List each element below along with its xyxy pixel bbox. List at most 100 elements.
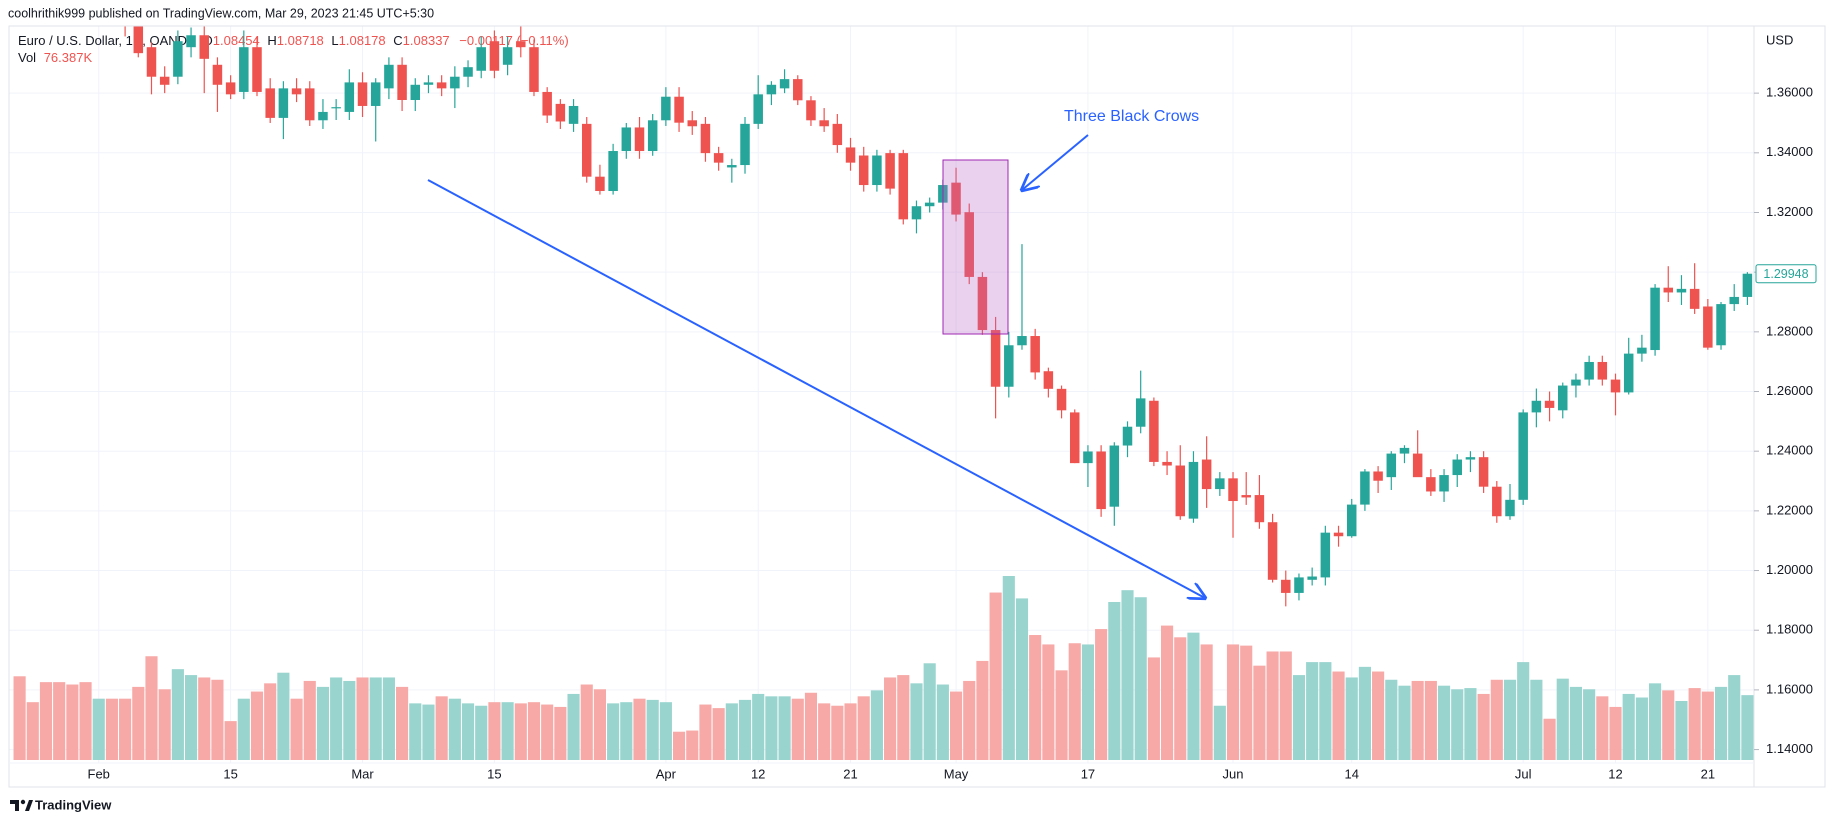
volume-bar xyxy=(1741,695,1754,760)
volume-bar xyxy=(1714,686,1728,760)
volume-bar xyxy=(646,699,659,760)
legend-l: L xyxy=(331,33,338,48)
candle-body xyxy=(766,84,777,95)
volume-bar xyxy=(184,675,198,760)
volume-bar xyxy=(330,677,343,760)
callout-arrow xyxy=(1022,134,1089,190)
volume-bar xyxy=(897,675,910,760)
volume-bar xyxy=(250,691,264,760)
volume-bar xyxy=(1437,685,1451,760)
volume-bar xyxy=(382,677,395,760)
candle-body xyxy=(1650,287,1660,351)
volume-bar xyxy=(1609,706,1622,760)
volume-bar xyxy=(857,696,870,760)
y-tick-label: 1.28000 xyxy=(1766,323,1813,338)
volume-bar xyxy=(369,677,382,760)
volume-bar xyxy=(53,682,66,760)
x-tick-label: Jul xyxy=(1515,766,1532,781)
candle-body xyxy=(845,147,856,163)
volume-bar xyxy=(659,702,672,760)
legend-c: C xyxy=(393,33,402,48)
volume-bar xyxy=(132,686,145,760)
annotation: Three Black Crows xyxy=(1064,108,1199,125)
legend-l-value: 1.08178 xyxy=(339,33,386,48)
volume-bar xyxy=(1266,651,1279,760)
candle-body xyxy=(1083,451,1093,464)
y-tick-label: 1.36000 xyxy=(1766,85,1813,100)
volume-bar xyxy=(1108,601,1121,760)
candle-body xyxy=(1531,400,1542,413)
footer-logo xyxy=(10,799,33,811)
volume-bar xyxy=(145,656,158,760)
candle-body xyxy=(1109,445,1120,507)
volume-bar xyxy=(778,696,791,760)
candle-body xyxy=(410,84,421,100)
volume-bar xyxy=(1635,697,1648,760)
candle-body xyxy=(568,105,579,124)
candle-body xyxy=(674,96,684,123)
volume-bar xyxy=(514,703,527,760)
axes: 1.14000 1.16000 1.18000 1.20000 1.22000 1.240… xyxy=(88,85,1817,781)
volume-bar xyxy=(976,660,989,760)
candle-body xyxy=(423,82,434,85)
candle-body xyxy=(661,96,671,121)
candle-body xyxy=(1558,385,1568,411)
candle-body xyxy=(305,88,315,121)
volume-bar xyxy=(396,686,409,760)
volume-legend-value: 76.387K xyxy=(44,50,93,65)
volume-bar xyxy=(1596,696,1609,760)
candle-body xyxy=(647,120,658,152)
volume-bar xyxy=(343,680,356,760)
volume-bar xyxy=(699,704,712,760)
y-tick-label: 1.32000 xyxy=(1766,204,1813,219)
volume-bar xyxy=(119,698,132,760)
candle-body xyxy=(1228,478,1238,502)
volume-bar xyxy=(92,698,105,760)
volume-bar xyxy=(672,731,686,760)
volume-bar xyxy=(1015,598,1029,760)
volume-bar xyxy=(541,704,554,760)
volume-bar xyxy=(1530,679,1543,760)
volume-bar xyxy=(1464,688,1477,760)
volume-bar xyxy=(13,676,26,760)
candle-body xyxy=(634,127,645,152)
volume-bar xyxy=(290,698,303,760)
x-tick-label: 21 xyxy=(1701,766,1715,781)
volume-bar xyxy=(211,679,224,760)
y-tick-label: 1.16000 xyxy=(1766,681,1813,696)
volume-bar xyxy=(1451,689,1464,760)
candle-body xyxy=(212,64,223,85)
candle-body xyxy=(1333,532,1344,537)
trend-arrow xyxy=(427,179,1205,598)
candle-body xyxy=(489,41,500,71)
volume-bar xyxy=(1662,690,1675,760)
volume-bar xyxy=(554,706,567,760)
candle-body xyxy=(186,35,196,48)
grid xyxy=(9,26,1754,763)
candle-body xyxy=(1386,453,1397,478)
candle-body xyxy=(608,151,618,192)
candle-body xyxy=(1373,471,1383,481)
volume-bar xyxy=(1029,635,1042,760)
publisher-line: coolhrithik999 published on TradingView.… xyxy=(8,6,434,20)
volume-bar xyxy=(1649,683,1662,760)
volume-bar xyxy=(1002,576,1015,760)
volume-bar xyxy=(461,703,475,760)
candle-body xyxy=(1215,478,1225,490)
volume-bar xyxy=(1081,644,1095,760)
volume-legend-label: Vol xyxy=(18,50,36,65)
volume-bar xyxy=(686,730,699,760)
candle-body xyxy=(529,47,539,92)
candle-body xyxy=(806,100,816,121)
chart-frame xyxy=(8,25,1826,788)
candle-body xyxy=(977,276,988,331)
volume-bar xyxy=(620,702,633,760)
y-tick-label: 1.14000 xyxy=(1766,741,1813,756)
x-tick-label: 15 xyxy=(487,766,501,781)
volume-legend: Vol 76.387K xyxy=(18,50,92,65)
volume-bar xyxy=(1688,688,1701,760)
volume-bar xyxy=(237,698,250,760)
candle-body xyxy=(1597,361,1608,380)
candle-body xyxy=(1294,577,1304,593)
